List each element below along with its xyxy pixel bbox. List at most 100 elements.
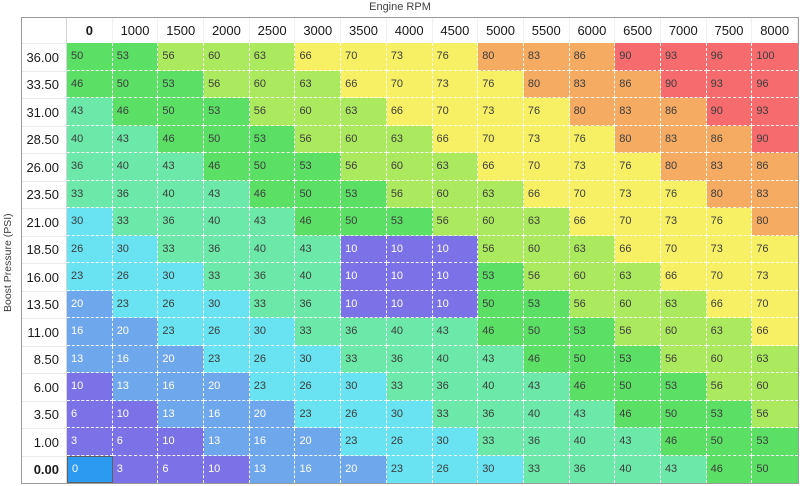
rpm-column-header[interactable]: 8000 (752, 18, 798, 43)
table-cell[interactable]: 40 (523, 400, 570, 428)
table-cell[interactable]: 66 (523, 180, 570, 208)
table-cell[interactable]: 73 (432, 70, 479, 98)
table-cell[interactable]: 76 (706, 208, 753, 236)
table-cell[interactable]: 30 (204, 290, 250, 318)
table-cell[interactable]: 60 (706, 345, 753, 373)
table-cell[interactable]: 90 (660, 70, 707, 98)
table-cell[interactable]: 10 (386, 290, 433, 318)
table-cell[interactable]: 36 (432, 373, 479, 401)
table-cell[interactable]: 23 (158, 318, 205, 346)
table-cell[interactable]: 36 (386, 345, 433, 373)
boost-row-header[interactable]: 26.00 (22, 153, 67, 181)
table-cell[interactable]: 66 (432, 125, 479, 153)
table-cell[interactable]: 10 (432, 290, 479, 318)
table-cell[interactable]: 26 (295, 373, 342, 401)
table-cell[interactable]: 56 (706, 373, 753, 401)
table-cell[interactable]: 66 (615, 235, 661, 263)
table-cell[interactable]: 60 (615, 290, 661, 318)
table-cell[interactable]: 56 (158, 43, 205, 71)
table-cell[interactable]: 73 (523, 125, 570, 153)
table-cell[interactable]: 80 (752, 208, 798, 236)
table-cell[interactable]: 36 (569, 455, 616, 483)
boost-row-header[interactable]: 6.00 (22, 373, 67, 401)
table-cell[interactable]: 36 (478, 400, 524, 428)
table-cell[interactable]: 76 (615, 153, 661, 181)
boost-row-header[interactable]: 28.50 (22, 125, 67, 153)
table-cell[interactable]: 50 (660, 400, 707, 428)
table-cell[interactable]: 66 (478, 153, 524, 181)
table-cell[interactable]: 10 (341, 263, 387, 291)
table-cell[interactable]: 53 (158, 70, 205, 98)
table-cell[interactable]: 53 (523, 290, 570, 318)
rpm-column-header[interactable]: 5000 (478, 18, 524, 43)
table-cell[interactable]: 43 (295, 235, 342, 263)
table-cell[interactable]: 96 (752, 70, 798, 98)
table-cell[interactable]: 53 (752, 428, 798, 456)
boost-row-header[interactable]: 13.50 (22, 290, 67, 318)
table-cell[interactable]: 43 (112, 125, 159, 153)
table-cell[interactable]: 50 (295, 180, 342, 208)
table-cell[interactable]: 43 (67, 98, 113, 126)
table-cell[interactable]: 90 (752, 125, 798, 153)
table-cell[interactable]: 50 (67, 43, 113, 71)
table-cell[interactable]: 16 (112, 345, 159, 373)
table-cell[interactable]: 20 (112, 318, 159, 346)
table-cell[interactable]: 56 (204, 70, 250, 98)
table-cell[interactable]: 43 (249, 208, 296, 236)
table-cell[interactable]: 20 (295, 428, 342, 456)
table-cell[interactable]: 33 (249, 290, 296, 318)
table-cell[interactable]: 80 (523, 70, 570, 98)
table-cell[interactable]: 20 (67, 290, 113, 318)
table-cell[interactable]: 36 (249, 263, 296, 291)
table-cell[interactable]: 60 (752, 373, 798, 401)
table-cell[interactable]: 46 (706, 455, 753, 483)
table-cell[interactable]: 73 (569, 153, 616, 181)
table-cell[interactable]: 43 (569, 400, 616, 428)
table-cell[interactable]: 66 (569, 208, 616, 236)
table-cell[interactable]: 56 (432, 208, 479, 236)
table-cell[interactable]: 56 (295, 125, 342, 153)
table-cell[interactable]: 56 (341, 153, 387, 181)
table-cell[interactable]: 83 (523, 43, 570, 71)
table-cell[interactable]: 30 (158, 263, 205, 291)
table-cell[interactable]: 86 (660, 98, 707, 126)
table-cell[interactable]: 63 (523, 208, 570, 236)
table-cell[interactable]: 33 (386, 373, 433, 401)
table-cell[interactable]: 83 (660, 125, 707, 153)
table-cell[interactable]: 23 (67, 263, 113, 291)
boost-row-header[interactable]: 23.50 (22, 180, 67, 208)
table-cell[interactable]: 26 (204, 318, 250, 346)
table-cell[interactable]: 53 (341, 180, 387, 208)
table-cell[interactable]: 26 (386, 428, 433, 456)
table-cell[interactable]: 66 (386, 98, 433, 126)
selected-table-cell[interactable]: 0 (67, 455, 113, 483)
table-cell[interactable]: 30 (341, 373, 387, 401)
table-cell[interactable]: 46 (158, 125, 205, 153)
table-cell[interactable]: 46 (295, 208, 342, 236)
table-cell[interactable]: 53 (112, 43, 159, 71)
table-cell[interactable]: 96 (706, 43, 753, 71)
boost-row-header[interactable]: 31.00 (22, 98, 67, 126)
boost-row-header[interactable]: 21.00 (22, 208, 67, 236)
table-cell[interactable]: 46 (249, 180, 296, 208)
rpm-column-header[interactable]: 6500 (615, 18, 661, 43)
table-cell[interactable]: 90 (706, 98, 753, 126)
table-cell[interactable]: 3 (67, 428, 113, 456)
table-cell[interactable]: 40 (478, 373, 524, 401)
table-cell[interactable]: 16 (204, 400, 250, 428)
table-cell[interactable]: 33 (523, 455, 570, 483)
table-cell[interactable]: 56 (569, 290, 616, 318)
table-cell[interactable]: 56 (478, 235, 524, 263)
table-cell[interactable]: 13 (204, 428, 250, 456)
table-cell[interactable]: 16 (67, 318, 113, 346)
table-cell[interactable]: 40 (432, 345, 479, 373)
table-cell[interactable]: 60 (523, 235, 570, 263)
table-cell[interactable]: 53 (569, 318, 616, 346)
table-cell[interactable]: 53 (706, 400, 753, 428)
table-cell[interactable]: 63 (386, 125, 433, 153)
boost-row-header[interactable]: 36.00 (22, 43, 67, 71)
table-cell[interactable]: 26 (341, 400, 387, 428)
table-cell[interactable]: 10 (341, 235, 387, 263)
table-cell[interactable]: 33 (478, 428, 524, 456)
table-cell[interactable]: 36 (523, 428, 570, 456)
